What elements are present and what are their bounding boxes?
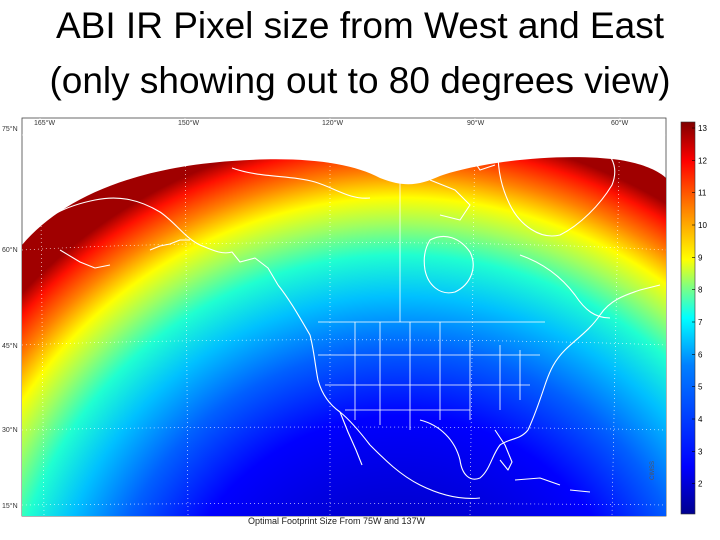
colorbar-label: 4 [698,415,703,424]
colorbar-label: 5 [698,383,703,392]
footprint-field [22,157,666,516]
colorbar-label: 9 [698,253,703,262]
coastlines [29,127,661,499]
colorbar-label: 2 [698,480,703,489]
lon-label-60w: 60°W [611,119,629,127]
lat-label-75: 75°N [2,125,18,133]
credit-text: CIMSS [650,460,656,480]
latitude-labels: 75°N 60°N 45°N 30°N 15°N [2,125,18,510]
lon-label-90w: 90°W [467,119,485,127]
graticule [22,118,666,516]
lat-label-15: 15°N [2,502,18,510]
lon-label-150w: 150°W [178,119,199,127]
colorbar-label: 13 [698,124,707,133]
lon-label-165w: 165°W [34,119,55,127]
lon-label-120w: 120°W [322,119,343,127]
pixel-size-map: 75°N 60°N 45°N 30°N 15°N 165°W 150°W 120… [2,117,707,517]
colorbar-label: 12 [698,156,707,165]
colorbar-label: 7 [698,318,703,327]
colorbar-label: 11 [698,189,707,198]
colorbar-label: 10 [698,221,707,230]
page-title: ABI IR Pixel size from West and East [56,5,664,46]
map-caption: Optimal Footprint Size From 75W and 137W [248,516,426,526]
admin-boundaries [318,160,545,430]
colorbar-label: 3 [698,447,703,456]
lat-label-60: 60°N [2,246,18,254]
longitude-labels: 165°W 150°W 120°W 90°W 60°W [34,119,629,127]
lat-label-45: 45°N [2,342,18,350]
colorbar: 13 12 11 10 9 8 7 6 5 4 3 2 [680,121,707,515]
lat-label-30: 30°N [2,426,18,434]
page-subtitle: (only showing out to 80 degrees view) [49,60,671,101]
colorbar-ramp [680,121,696,515]
colorbar-label: 6 [698,350,703,359]
colorbar-label: 8 [698,286,703,295]
